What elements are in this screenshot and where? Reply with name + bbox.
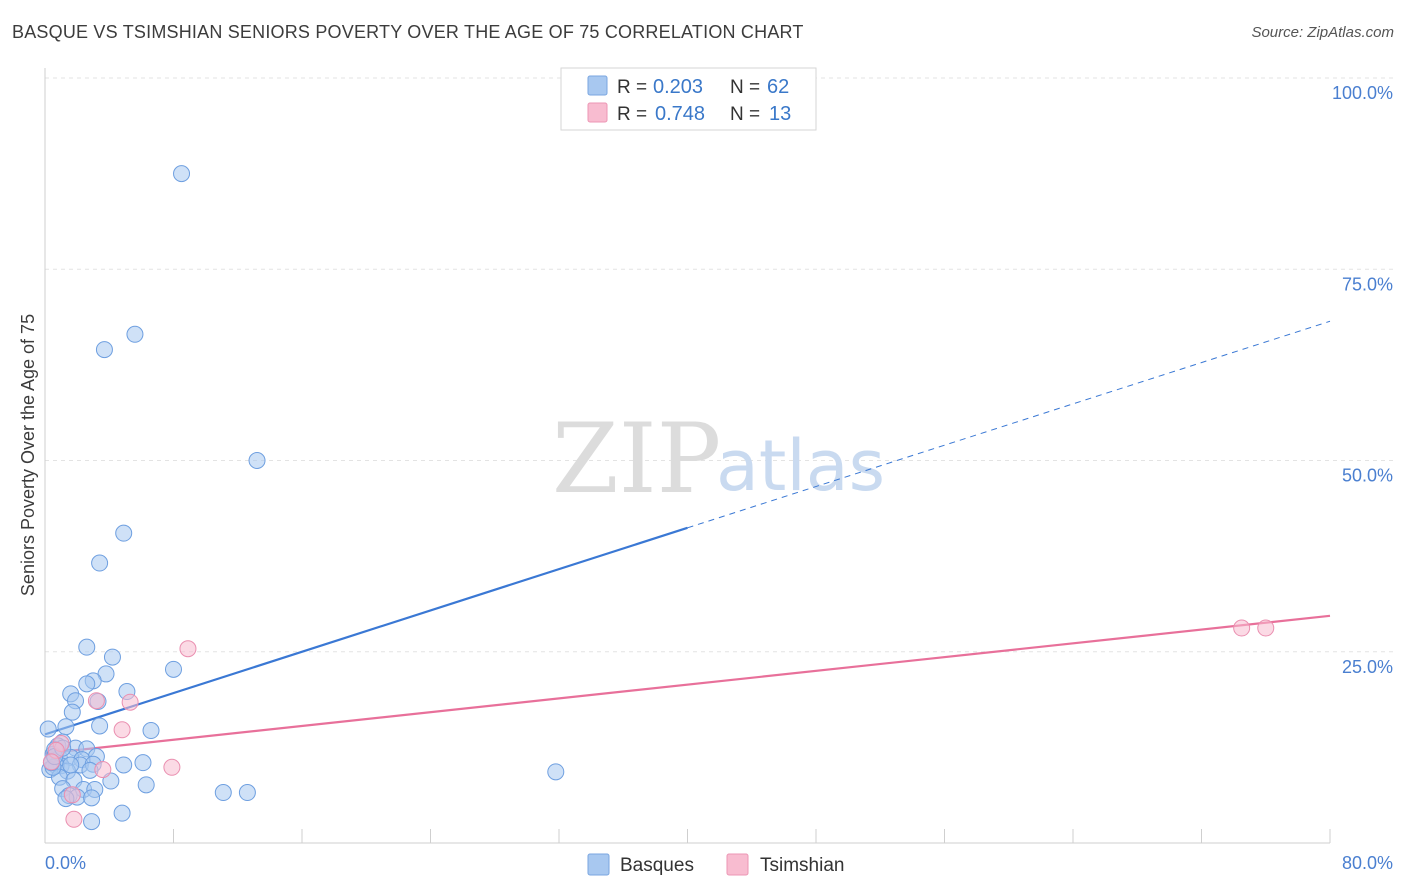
data-point-basques xyxy=(39,720,57,738)
data-point-tsimshian xyxy=(65,810,83,828)
data-point-basques xyxy=(91,717,109,735)
data-point-basques xyxy=(115,524,133,542)
data-point-basques xyxy=(134,754,152,772)
bottom-legend: Basques Tsimshian xyxy=(587,853,844,876)
bottom-legend-swatch-basques xyxy=(587,853,610,876)
y-tick-label: 25.0% xyxy=(1342,657,1393,677)
x-tick-label: 80.0% xyxy=(1342,853,1393,873)
data-point-basques xyxy=(173,165,191,183)
data-point-tsimshian xyxy=(63,786,81,804)
data-point-tsimshian xyxy=(113,721,131,739)
data-point-basques xyxy=(165,660,182,678)
data-point-tsimshian xyxy=(94,761,112,779)
x-tick-label: 0.0% xyxy=(45,853,86,873)
data-point-tsimshian xyxy=(87,692,105,710)
bottom-legend-basques: Basques xyxy=(620,855,694,876)
data-point-basques xyxy=(137,776,155,794)
trendline-basques xyxy=(44,526,688,736)
legend-r-value: 0.203 xyxy=(653,76,703,98)
legend-r-value: 0.748 xyxy=(655,103,705,125)
trendline-tsimshian xyxy=(44,614,1331,755)
bottom-legend-swatch-tsimshian xyxy=(726,853,749,876)
data-point-tsimshian xyxy=(121,693,139,711)
legend-n-value: 13 xyxy=(769,103,791,125)
data-point-basques xyxy=(113,804,131,822)
data-point-tsimshian xyxy=(179,640,197,658)
data-point-basques xyxy=(126,325,144,343)
data-point-basques xyxy=(83,813,101,831)
data-point-basques xyxy=(214,784,232,802)
grid-lines xyxy=(45,77,1394,653)
data-point-basques xyxy=(238,784,256,802)
data-point-basques xyxy=(62,756,80,774)
data-point-tsimshian xyxy=(1257,619,1275,637)
data-points xyxy=(39,165,1275,831)
data-point-tsimshian xyxy=(1233,619,1251,637)
source-label: Source: ZipAtlas.com xyxy=(1251,24,1394,41)
legend-swatch-basques xyxy=(587,75,608,96)
data-point-basques xyxy=(57,718,75,736)
bottom-legend-tsimshian: Tsimshian xyxy=(760,855,844,876)
y-axis-title: Seniors Poverty Over the Age of 75 xyxy=(18,314,38,596)
data-point-basques xyxy=(103,648,121,666)
y-tick-label: 50.0% xyxy=(1342,466,1393,486)
legend-swatch-tsimshian xyxy=(587,102,608,123)
data-point-basques xyxy=(78,675,96,693)
legend-row-tsimshian: R = 0.748 N = 13 xyxy=(587,102,791,125)
data-point-basques xyxy=(95,341,113,359)
legend-n-value: 62 xyxy=(767,76,789,98)
y-tick-label: 100.0% xyxy=(1332,83,1393,103)
chart-title: BASQUE VS TSIMSHIAN SENIORS POVERTY OVER… xyxy=(12,22,804,42)
legend-box: R = 0.203 N = 62 R = 0.748 N = 13 xyxy=(560,67,817,131)
data-point-basques xyxy=(547,763,565,781)
y-tick-label: 75.0% xyxy=(1342,274,1393,294)
data-point-basques xyxy=(83,789,101,807)
data-point-basques xyxy=(63,703,81,721)
data-point-tsimshian xyxy=(163,758,181,776)
data-point-tsimshian xyxy=(42,753,60,771)
legend-n-label: N = xyxy=(730,104,760,125)
axes xyxy=(44,68,1331,844)
data-point-basques xyxy=(78,638,96,656)
legend-r-label: R = xyxy=(617,104,647,125)
trendline-extension-basques xyxy=(687,320,1331,529)
watermark-zip: ZIP xyxy=(552,403,721,515)
trendlines xyxy=(44,320,1331,755)
legend-r-label: R = xyxy=(617,77,647,98)
tick-labels: 25.0% 50.0% 75.0% 100.0% 0.0% 80.0% xyxy=(45,83,1393,873)
data-point-basques xyxy=(91,554,109,572)
data-point-basques xyxy=(248,452,266,469)
data-point-basques xyxy=(115,756,133,774)
watermark-atlas: atlas xyxy=(716,425,885,507)
data-point-basques xyxy=(142,722,160,740)
watermark: ZIP atlas xyxy=(552,403,885,515)
legend-row-basques: R = 0.203 N = 62 xyxy=(587,75,789,98)
legend-n-label: N = xyxy=(730,77,760,98)
